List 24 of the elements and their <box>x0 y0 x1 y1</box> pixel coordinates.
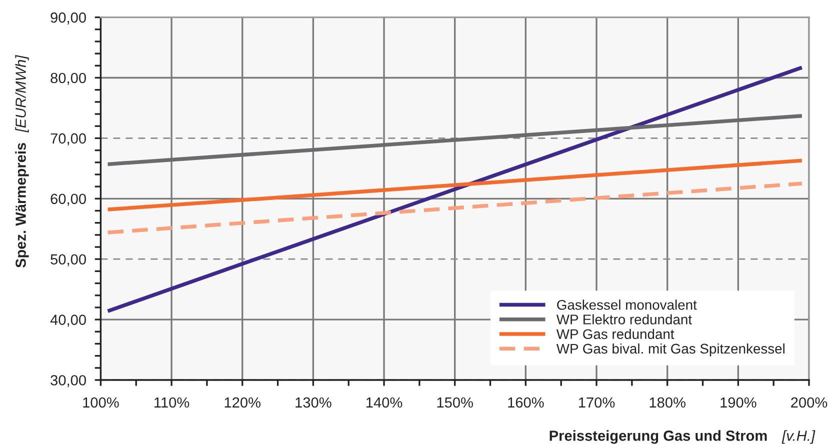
legend-label: WP Elektro redundant <box>556 314 692 324</box>
y-tick-label: 80,00 <box>50 72 86 85</box>
y-tick-label: 30,00 <box>50 375 86 388</box>
legend-label: WP Gas redundant <box>556 328 674 340</box>
legend-label: WP Gas bival. mit Gas Spitzenkessel <box>556 343 784 356</box>
x-axis-title: Preissteigerung Gas und Strom [v.H.] <box>550 430 816 444</box>
x-tick-label: 190% <box>720 397 756 408</box>
x-tick-label: 130% <box>296 397 332 408</box>
y-tick-label: 60,00 <box>50 194 86 206</box>
y-tick-label: 50,00 <box>50 254 86 266</box>
x-tick-label: 120% <box>224 397 260 408</box>
x-tick-label: 170% <box>578 397 615 408</box>
x-tick-label: 110% <box>154 397 190 408</box>
x-tick-label: 180% <box>650 397 686 408</box>
y-tick-label: 70,00 <box>50 133 86 146</box>
y-axis-title: Spez. Wärmepreis [EUR/MWh] <box>15 55 29 268</box>
x-tick-label: 100% <box>83 397 119 408</box>
x-tick-label: 200% <box>791 397 828 408</box>
x-tick-label: 160% <box>508 397 544 408</box>
x-tick-label: 150% <box>437 397 473 408</box>
y-tick-label: 90,00 <box>50 12 86 24</box>
y-tick-label: 40,00 <box>50 314 86 327</box>
x-tick-label: 140% <box>366 397 402 408</box>
legend-label: Gaskessel monovalent <box>557 300 697 310</box>
